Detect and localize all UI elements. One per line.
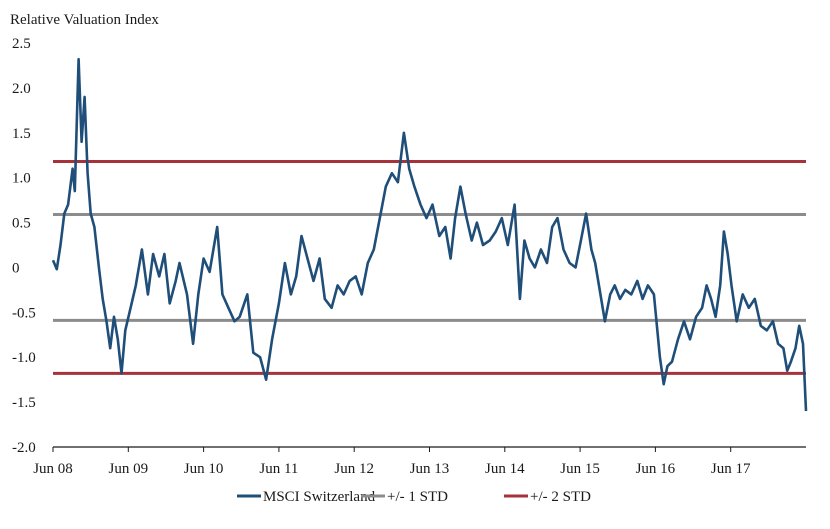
x-tick-label: Jun 09 bbox=[109, 461, 149, 477]
y-tick-label: 1.0 bbox=[12, 171, 31, 187]
legend-label: +/- 1 STD bbox=[387, 489, 448, 505]
y-tick-label: -2.0 bbox=[12, 440, 36, 456]
y-axis-ticks: 2.5 2.0 1.5 1.0 0.5 0 -0.5 -1.0 -1.5 -2.0 bbox=[12, 36, 36, 456]
series-layer bbox=[51, 57, 808, 412]
series-line-msci-switzerland bbox=[51, 57, 808, 412]
x-axis-ticks: Jun 08 Jun 09 Jun 10 Jun 11 Jun 12 Jun 13 Jun … bbox=[33, 447, 751, 477]
x-tick-label: Jun 10 bbox=[184, 461, 224, 477]
x-tick-label: Jun 15 bbox=[560, 461, 600, 477]
y-tick-label: 0.5 bbox=[12, 216, 31, 232]
x-tick-label: Jun 11 bbox=[259, 461, 298, 477]
x-tick-label: Jun 12 bbox=[334, 461, 374, 477]
x-tick-label: Jun 14 bbox=[485, 461, 525, 477]
x-tick-label: Jun 08 bbox=[33, 461, 73, 477]
x-tick-label: Jun 13 bbox=[410, 461, 450, 477]
y-tick-label: -1.5 bbox=[12, 395, 36, 411]
y-tick-label: 1.5 bbox=[12, 126, 31, 142]
legend-label: MSCI Switzerland bbox=[263, 489, 376, 505]
y-tick-label: -1.0 bbox=[12, 350, 36, 366]
legend: MSCI Switzerland +/- 1 STD +/- 2 STD bbox=[237, 489, 591, 505]
y-tick-label: 2.0 bbox=[12, 81, 31, 97]
x-tick-label: Jun 16 bbox=[636, 461, 676, 477]
y-tick-label: 0 bbox=[12, 260, 20, 276]
y-tick-label: 2.5 bbox=[12, 36, 31, 52]
y-axis-title: Relative Valuation Index bbox=[10, 12, 159, 28]
legend-label: +/- 2 STD bbox=[530, 489, 591, 505]
x-tick-label: Jun 17 bbox=[711, 461, 751, 477]
y-tick-label: -0.5 bbox=[12, 305, 36, 321]
